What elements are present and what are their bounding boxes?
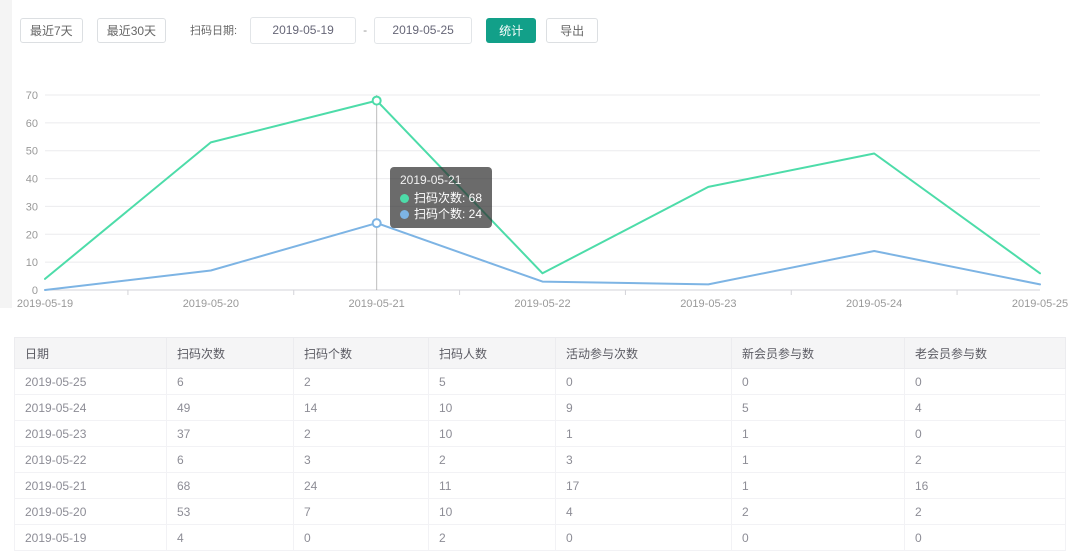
- table-cell: 3: [293, 446, 429, 473]
- column-header: 活动参与次数: [555, 337, 732, 369]
- x-axis-tick-label: 2019-05-19: [17, 298, 73, 310]
- table-cell: 0: [731, 524, 905, 551]
- start-date-input[interactable]: [250, 16, 357, 44]
- column-header: 新会员参与数: [731, 337, 905, 369]
- x-axis-tick-label: 2019-05-25: [1012, 298, 1068, 310]
- table-cell: 1: [731, 446, 905, 473]
- highlight-point-1: [371, 218, 382, 229]
- table-cell: 24: [293, 472, 429, 499]
- x-axis-tick-label: 2019-05-22: [514, 298, 570, 310]
- stats-table-wrap: 日期 扫码次数 扫码个数 扫码人数 活动参与次数 新会员参与数 老会员参与数 2019-05…: [14, 337, 1066, 551]
- table-cell: 0: [904, 524, 1066, 551]
- statistics-button[interactable]: 统计: [486, 17, 537, 43]
- column-header: 扫码人数: [428, 337, 556, 369]
- table-cell: 11: [428, 472, 556, 499]
- table-cell: 2019-05-20: [14, 498, 167, 525]
- table-cell: 10: [428, 420, 556, 447]
- table-cell: 4: [166, 524, 294, 551]
- table-cell: 2019-05-24: [14, 394, 167, 421]
- table-cell: 1: [555, 420, 732, 447]
- x-axis-tick-label: 2019-05-24: [846, 298, 902, 310]
- y-axis-tick-label: 50: [26, 146, 38, 158]
- export-button[interactable]: 导出: [546, 17, 599, 43]
- table-cell: 6: [166, 446, 294, 473]
- table-cell: 0: [731, 368, 905, 395]
- table-cell: 7: [293, 498, 429, 525]
- table-cell: 2: [293, 368, 429, 395]
- x-axis-tick-label: 2019-05-21: [349, 298, 405, 310]
- y-axis-tick-label: 70: [26, 90, 38, 102]
- table-cell: 49: [166, 394, 294, 421]
- table-cell: 3: [555, 446, 732, 473]
- y-axis-tick-label: 30: [26, 201, 38, 213]
- table-cell: 2019-05-23: [14, 420, 167, 447]
- table-cell: 9: [555, 394, 732, 421]
- table-row: 2019-05-23 37 2 10 1 1 0: [14, 420, 1066, 447]
- table-row: 2019-05-25 6 2 5 0 0 0: [14, 368, 1066, 395]
- table-cell: 2: [904, 498, 1066, 525]
- table-cell: 2019-05-21: [14, 472, 167, 499]
- scan-date-label: 扫码日期:: [190, 25, 238, 37]
- table-cell: 1: [731, 472, 905, 499]
- table-cell: 10: [428, 498, 556, 525]
- table-cell: 2019-05-25: [14, 368, 167, 395]
- table-cell: 68: [166, 472, 294, 499]
- table-cell: 2019-05-22: [14, 446, 167, 473]
- table-cell: 2: [293, 420, 429, 447]
- y-axis-tick-label: 10: [26, 257, 38, 269]
- last-7-days-button[interactable]: 最近7天: [20, 17, 83, 43]
- table-row: 2019-05-24 49 14 10 9 5 4: [14, 394, 1066, 421]
- table-cell: 16: [904, 472, 1066, 499]
- table-cell: 4: [904, 394, 1066, 421]
- y-axis-tick-label: 20: [26, 229, 38, 241]
- stats-table: 日期 扫码次数 扫码个数 扫码人数 活动参与次数 新会员参与数 老会员参与数 2019-05…: [14, 337, 1066, 551]
- y-axis-tick-label: 0: [32, 285, 38, 297]
- table-header-row: 日期 扫码次数 扫码个数 扫码人数 活动参与次数 新会员参与数 老会员参与数: [14, 337, 1066, 369]
- table-cell: 0: [555, 524, 732, 551]
- last-30-days-button[interactable]: 最近30天: [96, 17, 167, 43]
- x-axis-tick-label: 2019-05-23: [680, 298, 736, 310]
- highlight-point-0: [371, 95, 382, 106]
- table-cell: 5: [731, 394, 905, 421]
- table-cell: 2: [904, 446, 1066, 473]
- table-cell: 2: [428, 446, 556, 473]
- table-row: 2019-05-21 68 24 11 17 1 16: [14, 472, 1066, 499]
- filter-toolbar: 最近7天 最近30天 扫码日期: - 统计 导出: [0, 0, 1080, 60]
- table-row: 2019-05-22 6 3 2 3 1 2: [14, 446, 1066, 473]
- table-cell: 0: [904, 368, 1066, 395]
- column-header: 扫码个数: [293, 337, 429, 369]
- scan-trend-chart[interactable]: 0 10 20 30 40 50 60 70 2019-05-19 2019-05-20 2019-…: [0, 60, 1080, 310]
- table-cell: 0: [555, 368, 732, 395]
- x-axis-tick-label: 2019-05-20: [183, 298, 239, 310]
- table-cell: 2019-05-19: [14, 524, 167, 551]
- series-line-0: [44, 99, 1041, 280]
- date-range-separator: -: [363, 23, 368, 37]
- table-cell: 14: [293, 394, 429, 421]
- table-cell: 1: [731, 420, 905, 447]
- page-left-gutter: [0, 0, 12, 308]
- table-cell: 0: [293, 524, 429, 551]
- table-cell: 37: [166, 420, 294, 447]
- table-cell: 5: [428, 368, 556, 395]
- chart-canvas: 0 10 20 30 40 50 60 70 2019-05-19 2019-05-20 2019-…: [17, 90, 1068, 310]
- table-cell: 0: [904, 420, 1066, 447]
- table-cell: 10: [428, 394, 556, 421]
- column-header: 老会员参与数: [904, 337, 1066, 369]
- series-line-1: [44, 222, 1041, 291]
- table-row: 2019-05-20 53 7 10 4 2 2: [14, 498, 1066, 525]
- end-date-input[interactable]: [374, 16, 473, 44]
- table-cell: 4: [555, 498, 732, 525]
- column-header: 扫码次数: [166, 337, 294, 369]
- table-cell: 6: [166, 368, 294, 395]
- table-cell: 2: [731, 498, 905, 525]
- y-axis-tick-label: 40: [26, 174, 38, 186]
- table-cell: 53: [166, 498, 294, 525]
- table-cell: 17: [555, 472, 732, 499]
- column-header: 日期: [14, 337, 167, 369]
- table-cell: 2: [428, 524, 556, 551]
- table-row: 2019-05-19 4 0 2 0 0 0: [14, 524, 1066, 551]
- y-axis-tick-label: 60: [26, 118, 38, 130]
